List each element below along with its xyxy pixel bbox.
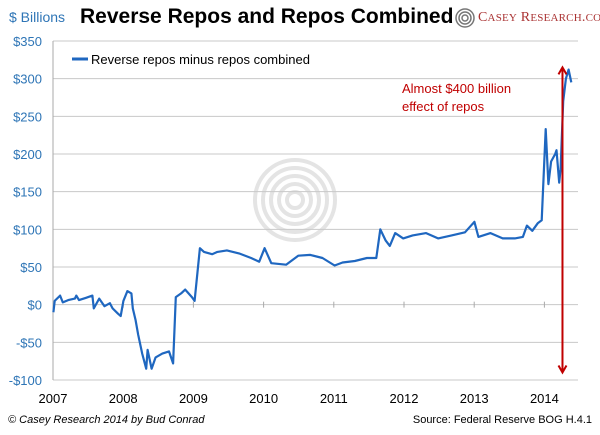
y-tick-label: $200	[13, 147, 42, 162]
y-tick-label: $250	[13, 109, 42, 124]
y-tick-label: $0	[28, 298, 42, 313]
x-tick-label: 2008	[109, 391, 138, 406]
legend-label: Reverse repos minus repos combined	[91, 52, 310, 67]
y-tick-label: -$50	[16, 335, 42, 350]
x-tick-label: 2007	[39, 391, 68, 406]
watermark-ring	[269, 174, 321, 226]
watermark-ring	[277, 182, 313, 218]
y-tick-label: $100	[13, 222, 42, 237]
source-note: Source: Federal Reserve BOG H.4.1	[412, 414, 592, 426]
x-tick-label: 2012	[390, 391, 419, 406]
annotation-text: Almost $400 billion	[402, 81, 511, 96]
series-line	[52, 68, 573, 370]
y-tick-label: $150	[13, 185, 42, 200]
y-tick-label: $350	[13, 34, 42, 49]
watermark-spiral	[253, 158, 337, 242]
y-axis-unit-label: $ Billions	[9, 9, 66, 25]
watermark-ring	[285, 190, 305, 210]
chart-title: Reverse Repos and Repos Combined	[80, 5, 454, 28]
x-tick-label: 2010	[249, 391, 278, 406]
annotation-text: effect of repos	[402, 99, 485, 114]
y-tick-label: $300	[13, 72, 42, 87]
logo-text: CASEY RESEARCH.COM	[478, 10, 600, 25]
x-tick-label: 2009	[179, 391, 208, 406]
watermark-ring	[261, 166, 329, 234]
x-tick-label: 2014	[530, 391, 559, 406]
x-tick-label: 2013	[460, 391, 489, 406]
arrowhead-down	[557, 364, 568, 375]
x-tick-label: 2011	[320, 391, 348, 406]
arrowhead-up	[557, 65, 568, 75]
copyright-note: © Casey Research 2014 by Bud Conrad	[8, 414, 205, 426]
y-tick-label: -$100	[9, 373, 42, 388]
logo-spiral-icon	[455, 8, 475, 28]
casey-research-logo: CASEY RESEARCH.COM	[455, 8, 600, 28]
y-tick-label: $50	[20, 260, 42, 275]
legend: Reverse repos minus repos combined	[72, 52, 310, 67]
watermark-ring	[253, 158, 337, 242]
